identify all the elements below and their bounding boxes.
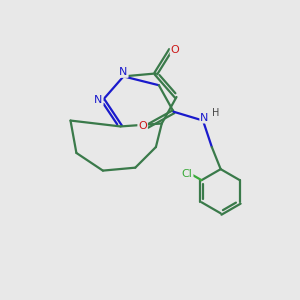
- Text: Cl: Cl: [182, 169, 193, 178]
- Text: N: N: [119, 67, 128, 77]
- Text: O: O: [138, 122, 147, 131]
- Text: N: N: [200, 112, 209, 123]
- Text: H: H: [212, 108, 219, 118]
- Text: N: N: [94, 95, 103, 105]
- Text: O: O: [171, 45, 179, 55]
